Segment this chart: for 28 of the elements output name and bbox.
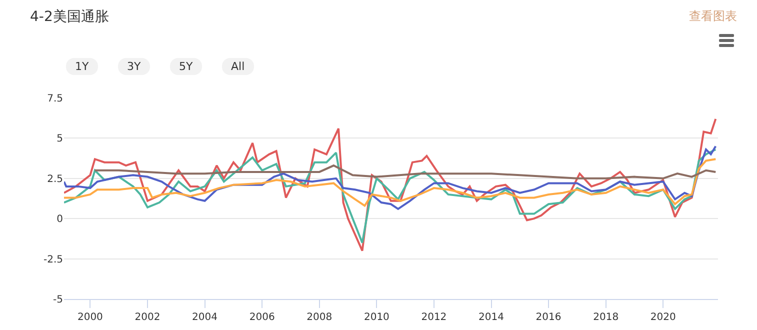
x-tick-label: 2008 xyxy=(306,312,332,323)
y-tick-label: 0 xyxy=(56,214,63,226)
line-series xyxy=(94,164,717,180)
x-tick-label: 2002 xyxy=(134,312,160,323)
range-button: 1Y xyxy=(66,58,98,75)
line-series xyxy=(64,148,717,244)
x-tick-label: 2010 xyxy=(364,312,390,323)
line-series xyxy=(64,145,717,210)
x-tick-label: 2018 xyxy=(593,312,619,323)
line-series xyxy=(64,158,717,207)
line-series xyxy=(64,118,717,252)
range-button: 5Y xyxy=(170,58,202,75)
view-chart-link: 查看图表 xyxy=(689,8,737,25)
x-tick-label: 2020 xyxy=(650,312,676,323)
x-tick-label: 2012 xyxy=(421,312,447,323)
y-tick-label: -2.5 xyxy=(43,254,63,266)
x-tick-label: 2004 xyxy=(192,312,218,323)
y-tick-label: 7.5 xyxy=(47,94,63,104)
range-button: All xyxy=(222,58,254,75)
y-tick-label: -5 xyxy=(53,294,63,306)
y-tick-label: 5 xyxy=(56,134,63,145)
y-tick-label: 2.5 xyxy=(47,174,63,185)
x-tick-label: 2014 xyxy=(478,312,504,323)
x-tick-label: 2016 xyxy=(536,312,562,323)
range-button: 3Y xyxy=(118,58,150,75)
chart-title: 4-2美国通胀 xyxy=(30,8,109,26)
x-tick-label: 2000 xyxy=(77,312,103,323)
x-tick-label: 2006 xyxy=(249,312,275,323)
